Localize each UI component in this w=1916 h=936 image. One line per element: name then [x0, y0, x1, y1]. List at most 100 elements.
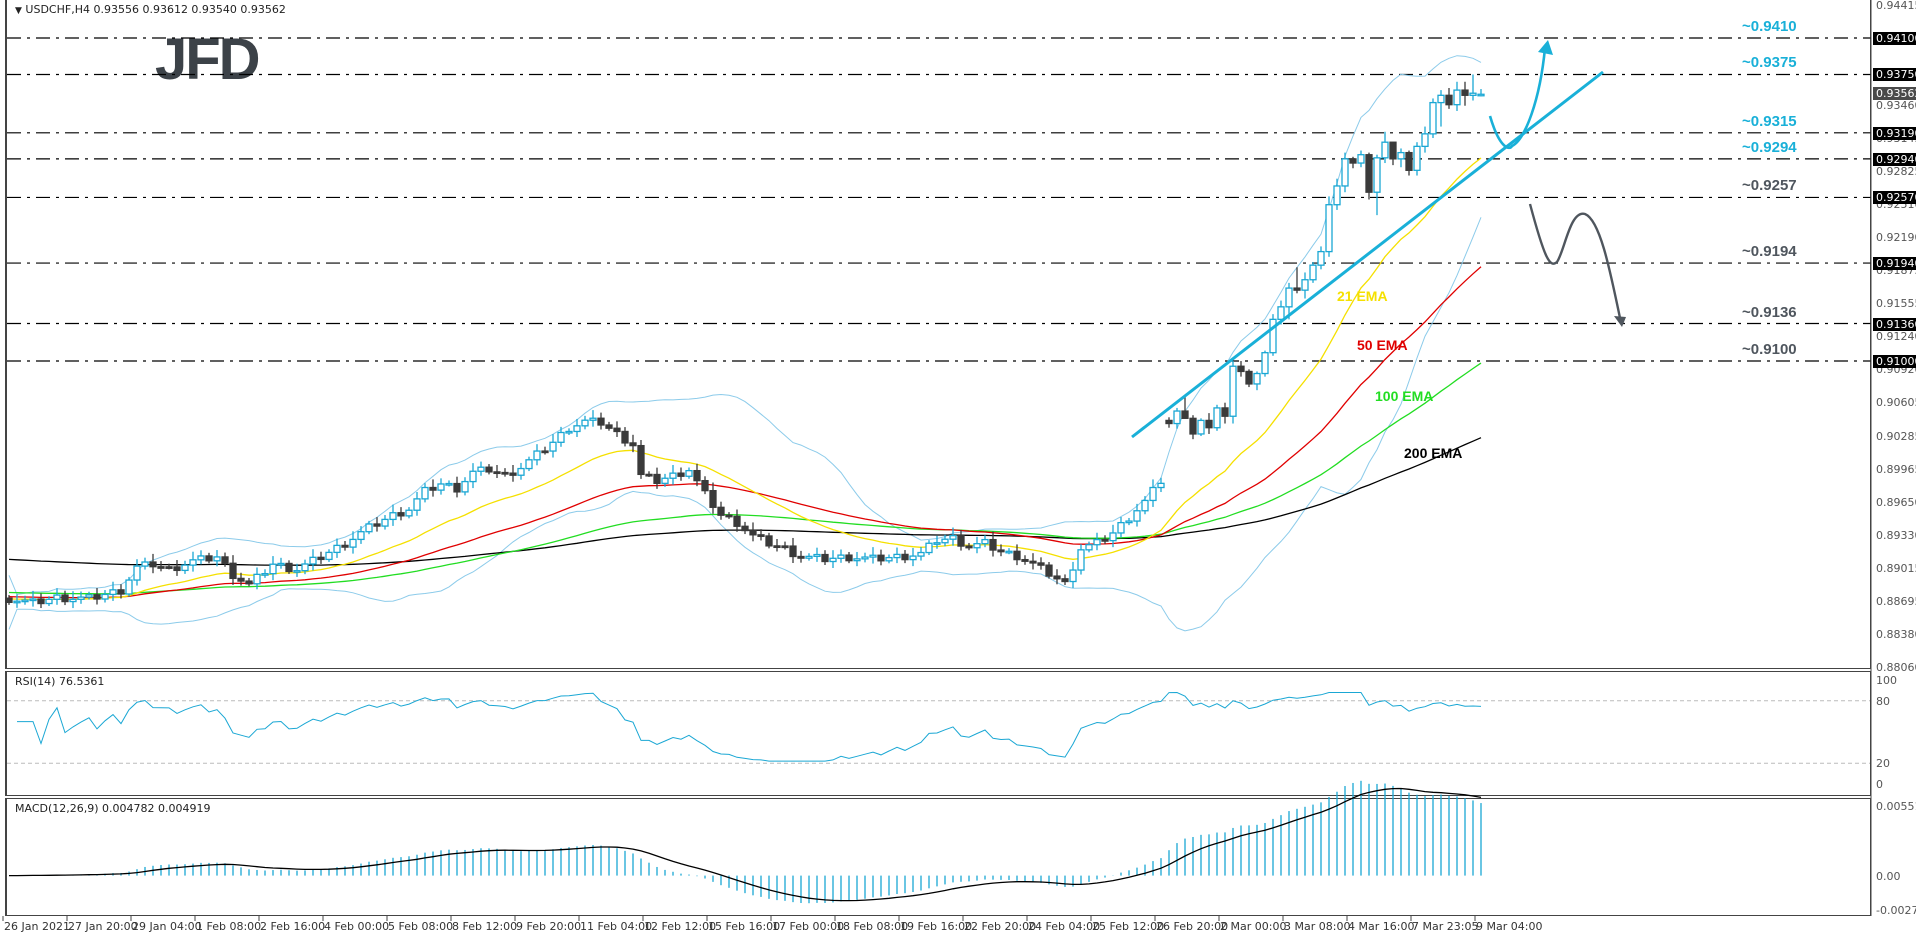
bullish-candle — [277, 562, 285, 566]
bullish-candle — [477, 466, 485, 472]
bullish-candle — [885, 556, 893, 562]
bearish-candle — [1165, 419, 1173, 425]
bearish-candle — [173, 566, 181, 572]
rsi-axis-label: 20 — [1876, 757, 1890, 771]
ema100-line — [8, 362, 1482, 595]
bullish-candle — [1469, 92, 1477, 96]
collapse-triangle-icon[interactable]: ▼ — [15, 6, 22, 16]
ema-label: 21 EMA — [1337, 288, 1388, 304]
bullish-candle — [925, 542, 933, 554]
bullish-candle — [1109, 532, 1117, 542]
current-price-tag: 0.93562 — [1873, 87, 1916, 101]
bearish-candle — [797, 555, 805, 559]
bearish-candle — [1037, 562, 1045, 566]
bullish-candle — [1133, 510, 1141, 522]
time-axis-label: 5 Feb 08:00 — [388, 920, 454, 933]
bullish-candle — [261, 573, 269, 576]
bearish-candle — [653, 473, 661, 485]
bearish-candle — [485, 466, 493, 473]
bearish-candle — [901, 553, 909, 561]
time-axis-label: 3 Mar 08:00 — [1284, 920, 1351, 933]
bearish-candle — [1045, 564, 1053, 577]
bearish-candle — [1205, 419, 1213, 429]
trendline — [1131, 70, 1604, 439]
arrowhead-down-icon — [1614, 316, 1626, 327]
level-label: ~0.9315 — [1742, 112, 1797, 130]
bullish-candle — [197, 555, 205, 561]
bullish-candle — [837, 554, 845, 559]
symbol-title: ▼ USDCHF,H4 0.93556 0.93612 0.93540 0.93… — [15, 3, 286, 16]
bullish-candle — [333, 544, 341, 554]
bearish-candle — [717, 506, 725, 516]
bullish-candle — [461, 480, 469, 493]
bollinger-upper — [8, 55, 1482, 595]
bullish-candle — [1117, 521, 1125, 534]
price-tick-label: 0.88695 — [1876, 595, 1916, 609]
bearish-candle — [1237, 365, 1245, 373]
ema200-line — [8, 437, 1482, 566]
bearish-candle — [285, 562, 293, 573]
bearish-candle — [629, 442, 637, 447]
rsi-axis-label: 80 — [1876, 694, 1890, 708]
bearish-candle — [5, 597, 13, 603]
bearish-candle — [1189, 417, 1197, 435]
bearish-candle — [541, 450, 549, 454]
bullish-candle — [1381, 141, 1389, 159]
bullish-candle — [349, 538, 357, 548]
bullish-candle — [1149, 486, 1157, 502]
bearish-candle — [61, 594, 69, 603]
bullish-candle — [1157, 482, 1165, 489]
ema50-line — [8, 266, 1482, 599]
bullish-candle — [445, 482, 453, 486]
bullish-candle — [53, 594, 61, 600]
bullish-candle — [933, 542, 941, 545]
time-axis-label: 2 Feb 16:00 — [260, 920, 326, 933]
bullish-candle — [1277, 306, 1285, 320]
bullish-candle — [381, 518, 389, 527]
bearish-candle — [1061, 578, 1069, 583]
macd-panel[interactable]: MACD(12,26,9) 0.004782 0.004919 — [5, 798, 1871, 916]
bullish-candle — [1253, 372, 1261, 385]
bullish-candle — [21, 599, 29, 603]
macd-title: MACD(12,26,9) 0.004782 0.004919 — [15, 802, 211, 815]
time-axis-label: 25 Feb 12:00 — [1092, 920, 1165, 933]
bearish-candle — [245, 580, 253, 585]
bearish-candle — [997, 549, 1005, 553]
bearish-candle — [237, 577, 245, 582]
bearish-candle — [341, 544, 349, 548]
bullish-candle — [1413, 145, 1421, 171]
bearish-candle — [605, 424, 613, 429]
bearish-candle — [165, 566, 173, 569]
bullish-candle — [573, 425, 581, 433]
bullish-candle — [1197, 419, 1205, 435]
ema-label: 100 EMA — [1375, 388, 1434, 404]
bullish-candle — [861, 556, 869, 560]
bearish-candle — [93, 594, 101, 600]
level-label: ~0.9136 — [1742, 303, 1797, 321]
bullish-candle — [589, 417, 597, 421]
bearish-candle — [765, 535, 773, 547]
bullish-candle — [101, 593, 109, 600]
bearish-candle — [229, 562, 237, 580]
bearish-candle — [1349, 158, 1357, 164]
price-tick-label: 0.89015 — [1876, 561, 1916, 575]
bullish-candle — [1421, 133, 1429, 148]
bearish-candle — [597, 417, 605, 426]
time-axis-label: 12 Feb 12:00 — [644, 920, 717, 933]
bullish-candle — [869, 554, 877, 558]
bullish-candle — [1325, 204, 1333, 253]
price-tick-label: 0.94415 — [1876, 0, 1916, 13]
time-axis-label: 29 Jan 04:00 — [132, 920, 202, 933]
bearish-candle — [789, 545, 797, 558]
bearish-candle — [821, 553, 829, 563]
bearish-candle — [397, 512, 405, 517]
price-tick-label: 0.90605 — [1876, 396, 1916, 410]
time-axis-label: 15 Feb 16:00 — [708, 920, 781, 933]
